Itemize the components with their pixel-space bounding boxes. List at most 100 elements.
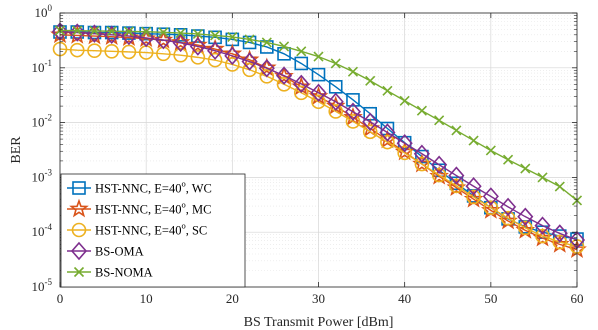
x-tick-label: 30 bbox=[312, 291, 325, 306]
circle-marker bbox=[345, 114, 361, 129]
legend-item: HST-NNC, E=40o, WC bbox=[67, 179, 212, 196]
circle-marker bbox=[431, 167, 447, 183]
star-marker bbox=[256, 57, 277, 77]
legend-item: HST-NNC, E=40o, SC bbox=[67, 221, 207, 238]
y-tick-label: 10-5 bbox=[32, 277, 53, 294]
star-marker bbox=[188, 34, 208, 54]
x-marker bbox=[158, 27, 169, 38]
diamond-marker bbox=[120, 26, 137, 46]
x-marker bbox=[313, 51, 324, 62]
x-marker bbox=[485, 145, 496, 156]
star-marker bbox=[170, 32, 191, 51]
x-marker bbox=[434, 115, 445, 126]
x-marker bbox=[89, 25, 100, 37]
diamond-marker bbox=[465, 177, 482, 196]
square-marker bbox=[346, 93, 360, 107]
square-marker bbox=[259, 40, 274, 54]
diamond-marker bbox=[224, 46, 241, 66]
square-marker bbox=[139, 26, 153, 41]
legend-item: BS-OMA bbox=[67, 241, 144, 261]
circle-marker bbox=[449, 178, 464, 194]
x-marker bbox=[261, 37, 272, 48]
y-tick-label: 10-3 bbox=[32, 167, 53, 184]
x-marker bbox=[227, 31, 238, 43]
x-marker bbox=[416, 105, 427, 116]
diamond-marker bbox=[448, 166, 465, 185]
circle-marker bbox=[552, 234, 568, 250]
diamond-marker bbox=[551, 224, 568, 243]
tick-labels: 100 10-1 10-2 10-3 10-4 10-5 0 10 20 30 40 50 60 bbox=[32, 3, 584, 306]
legend-label: BS-OMA bbox=[95, 245, 144, 259]
square-marker bbox=[311, 67, 326, 82]
star-marker bbox=[69, 198, 89, 218]
y-tick-label: 100 bbox=[35, 3, 53, 20]
legend: HST-NNC, E=40o, WC HST-NNC, E=40o, MC HST-… bbox=[60, 173, 246, 288]
x-marker bbox=[554, 181, 565, 192]
x-marker bbox=[141, 26, 152, 37]
square-marker bbox=[191, 29, 205, 43]
x-marker bbox=[451, 125, 462, 136]
diamond-marker bbox=[103, 25, 120, 45]
circle-marker bbox=[87, 43, 102, 59]
x-tick-label: 40 bbox=[398, 291, 411, 306]
diamond-marker bbox=[69, 23, 86, 42]
legend-item: HST-NNC, E=40o, MC bbox=[67, 198, 211, 218]
x-tick-label: 60 bbox=[571, 291, 584, 306]
diamond-marker bbox=[534, 216, 551, 235]
diamond-marker bbox=[275, 66, 293, 85]
diamond-marker bbox=[70, 241, 88, 261]
diamond-marker bbox=[482, 187, 499, 206]
circle-marker bbox=[466, 189, 481, 205]
x-marker bbox=[503, 154, 514, 165]
x-marker bbox=[347, 66, 359, 77]
legend-label: BS-NOMA bbox=[95, 266, 153, 280]
diamond-marker bbox=[172, 33, 189, 53]
square-marker bbox=[72, 181, 86, 195]
circle-marker bbox=[190, 50, 206, 65]
x-axis-label: BS Transmit Power [dBm] bbox=[244, 315, 394, 330]
circle-marker bbox=[293, 85, 309, 101]
diamond-marker bbox=[413, 144, 430, 163]
diamond-marker bbox=[379, 123, 396, 142]
legend-label: HST-NNC, E=40o, SC bbox=[95, 221, 207, 238]
legend-label: HST-NNC, E=40o, WC bbox=[95, 179, 212, 196]
x-tick-label: 0 bbox=[57, 291, 64, 306]
square-marker bbox=[277, 47, 291, 61]
circle-marker bbox=[535, 228, 550, 244]
legend-item: BS-NOMA bbox=[67, 266, 153, 280]
x-marker bbox=[296, 46, 307, 57]
circle-marker bbox=[311, 94, 326, 110]
circle-marker bbox=[71, 222, 87, 238]
diamond-marker bbox=[344, 102, 362, 121]
x-tick-label: 10 bbox=[140, 291, 153, 306]
x-tick-label: 20 bbox=[226, 291, 239, 306]
x-marker bbox=[278, 41, 290, 52]
legend-label: HST-NNC, E=40o, MC bbox=[95, 200, 211, 217]
x-marker bbox=[520, 163, 531, 174]
y-tick-label: 10-1 bbox=[32, 58, 53, 75]
diamond-marker bbox=[362, 112, 379, 132]
series-4 bbox=[54, 25, 583, 206]
circle-marker bbox=[121, 44, 137, 60]
diamond-marker bbox=[189, 37, 206, 56]
diamond-marker bbox=[327, 92, 344, 111]
circle-marker bbox=[500, 210, 516, 226]
square-marker bbox=[242, 35, 257, 50]
diamond-marker bbox=[293, 74, 310, 94]
circle-marker bbox=[69, 42, 85, 58]
y-axis-label: BER bbox=[9, 136, 24, 164]
legend-box bbox=[60, 173, 246, 288]
x-marker bbox=[73, 266, 85, 278]
x-marker bbox=[468, 135, 479, 146]
circle-marker bbox=[414, 156, 430, 172]
diamond-marker bbox=[517, 207, 534, 226]
x-marker bbox=[244, 34, 255, 45]
diamond-marker bbox=[500, 197, 517, 217]
circle-marker bbox=[225, 57, 240, 72]
series-3 bbox=[51, 22, 586, 250]
circle-marker bbox=[276, 76, 292, 92]
circle-marker bbox=[173, 47, 188, 63]
star-marker bbox=[205, 38, 225, 58]
x-marker bbox=[330, 58, 341, 69]
